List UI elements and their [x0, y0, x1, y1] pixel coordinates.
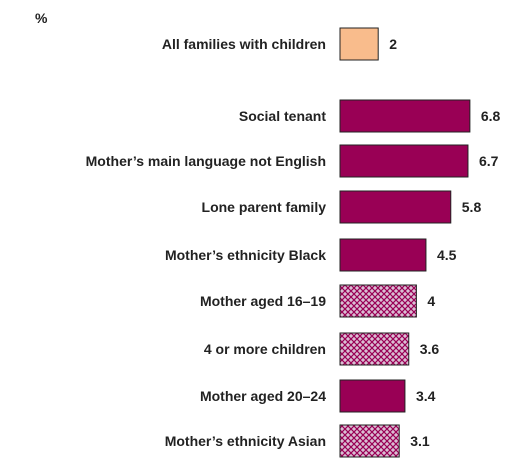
bar — [339, 424, 400, 458]
value-label: 3.6 — [420, 341, 440, 357]
category-label: Mother’s ethnicity Asian — [165, 433, 326, 449]
category-label: Mother’s main language not English — [86, 153, 326, 169]
category-label: 4 or more children — [204, 341, 326, 357]
value-label: 2 — [389, 36, 397, 52]
category-label: Mother aged 16–19 — [200, 293, 326, 309]
value-label: 3.4 — [416, 388, 436, 404]
bar — [339, 379, 406, 413]
value-label: 3.1 — [410, 433, 430, 449]
value-label: 4.5 — [437, 247, 457, 263]
bar — [339, 284, 417, 318]
unit-label: % — [35, 10, 48, 26]
category-label: All families with children — [162, 36, 326, 52]
category-label: Mother’s ethnicity Black — [165, 247, 326, 263]
bar — [339, 144, 469, 178]
value-label: 6.8 — [481, 108, 501, 124]
category-label: Mother aged 20–24 — [200, 388, 326, 404]
value-label: 4 — [427, 293, 435, 309]
category-label: Lone parent family — [202, 199, 327, 215]
category-label: Social tenant — [239, 108, 326, 124]
value-label: 5.8 — [462, 199, 482, 215]
bar — [339, 332, 410, 366]
bar — [339, 27, 379, 61]
bar — [339, 99, 471, 133]
value-label: 6.7 — [479, 153, 499, 169]
bar — [339, 190, 452, 224]
bar — [339, 238, 427, 272]
bars-group: All families with children 2 Social tenant… — [86, 27, 501, 458]
